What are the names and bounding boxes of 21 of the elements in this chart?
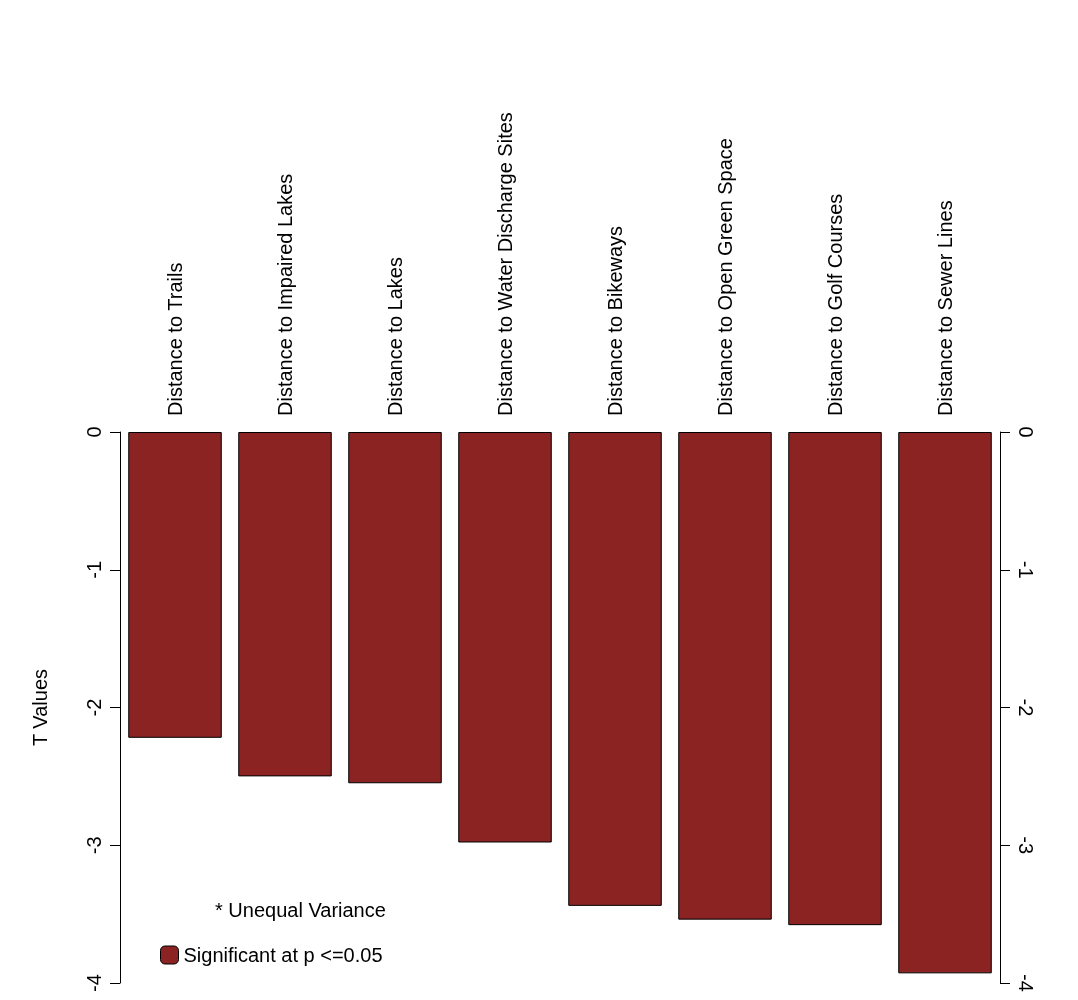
x-tick-label: Distance to Impaired Lakes [274, 173, 296, 416]
y-tick-label: -1 [83, 560, 105, 579]
x-tick-label: Distance to Golf Courses [824, 193, 846, 416]
y2-tick-label: 0 [1015, 426, 1037, 438]
y2-tick-label: -4 [1015, 974, 1037, 992]
y2-tick-label: -3 [1015, 836, 1037, 855]
y2-tick-label: -2 [1015, 698, 1037, 717]
x-tick-label: Distance to Water Discharge Sites [494, 112, 516, 416]
y-tick-label: -3 [83, 836, 105, 855]
x-tick-label: Distance to Bikeways [604, 225, 626, 416]
y-tick-label: -2 [83, 698, 105, 717]
x-tick-label: Distance to Sewer Lines [934, 200, 956, 416]
x-tick-label: Distance to Open Green Space [714, 138, 736, 416]
annotation: * Unequal Variance [215, 899, 386, 921]
x-tick-label: Distance to Lakes [384, 257, 406, 416]
y-tick-label: 0 [83, 426, 105, 438]
x-tick-label: Distance to Trails [164, 262, 186, 416]
legend-label: Significant at p <=0.05 [183, 944, 383, 966]
y-axis-title: T Values [29, 668, 51, 747]
y-tick-label: -4 [83, 974, 105, 992]
y2-tick-label: -1 [1015, 560, 1037, 579]
